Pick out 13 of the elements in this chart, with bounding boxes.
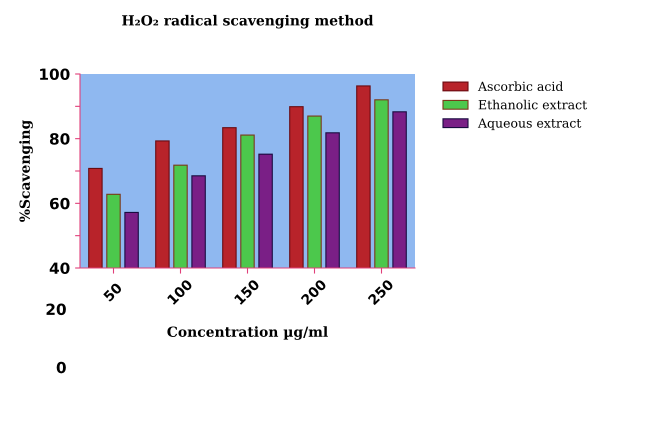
text: 0 xyxy=(56,362,66,374)
chart-title: H₂O₂ radical scavenging method xyxy=(122,14,374,28)
y-tick-label: 40 xyxy=(50,262,70,274)
legend-label: Ascorbic acid xyxy=(478,81,564,92)
legend-label: Ethanolic extract xyxy=(478,100,588,110)
y-tick-label: 100 xyxy=(40,68,70,80)
y-tick-label: 80 xyxy=(50,133,70,145)
x-tick-label: 50 xyxy=(102,282,123,302)
y-tick-label: 60 xyxy=(50,198,70,210)
x-axis-title: Concentration µg/ml xyxy=(167,326,328,340)
y-axis-title: %Scavenging xyxy=(19,120,33,222)
text: 20 xyxy=(46,304,66,316)
legend-label: Aqueous extract xyxy=(478,118,582,130)
